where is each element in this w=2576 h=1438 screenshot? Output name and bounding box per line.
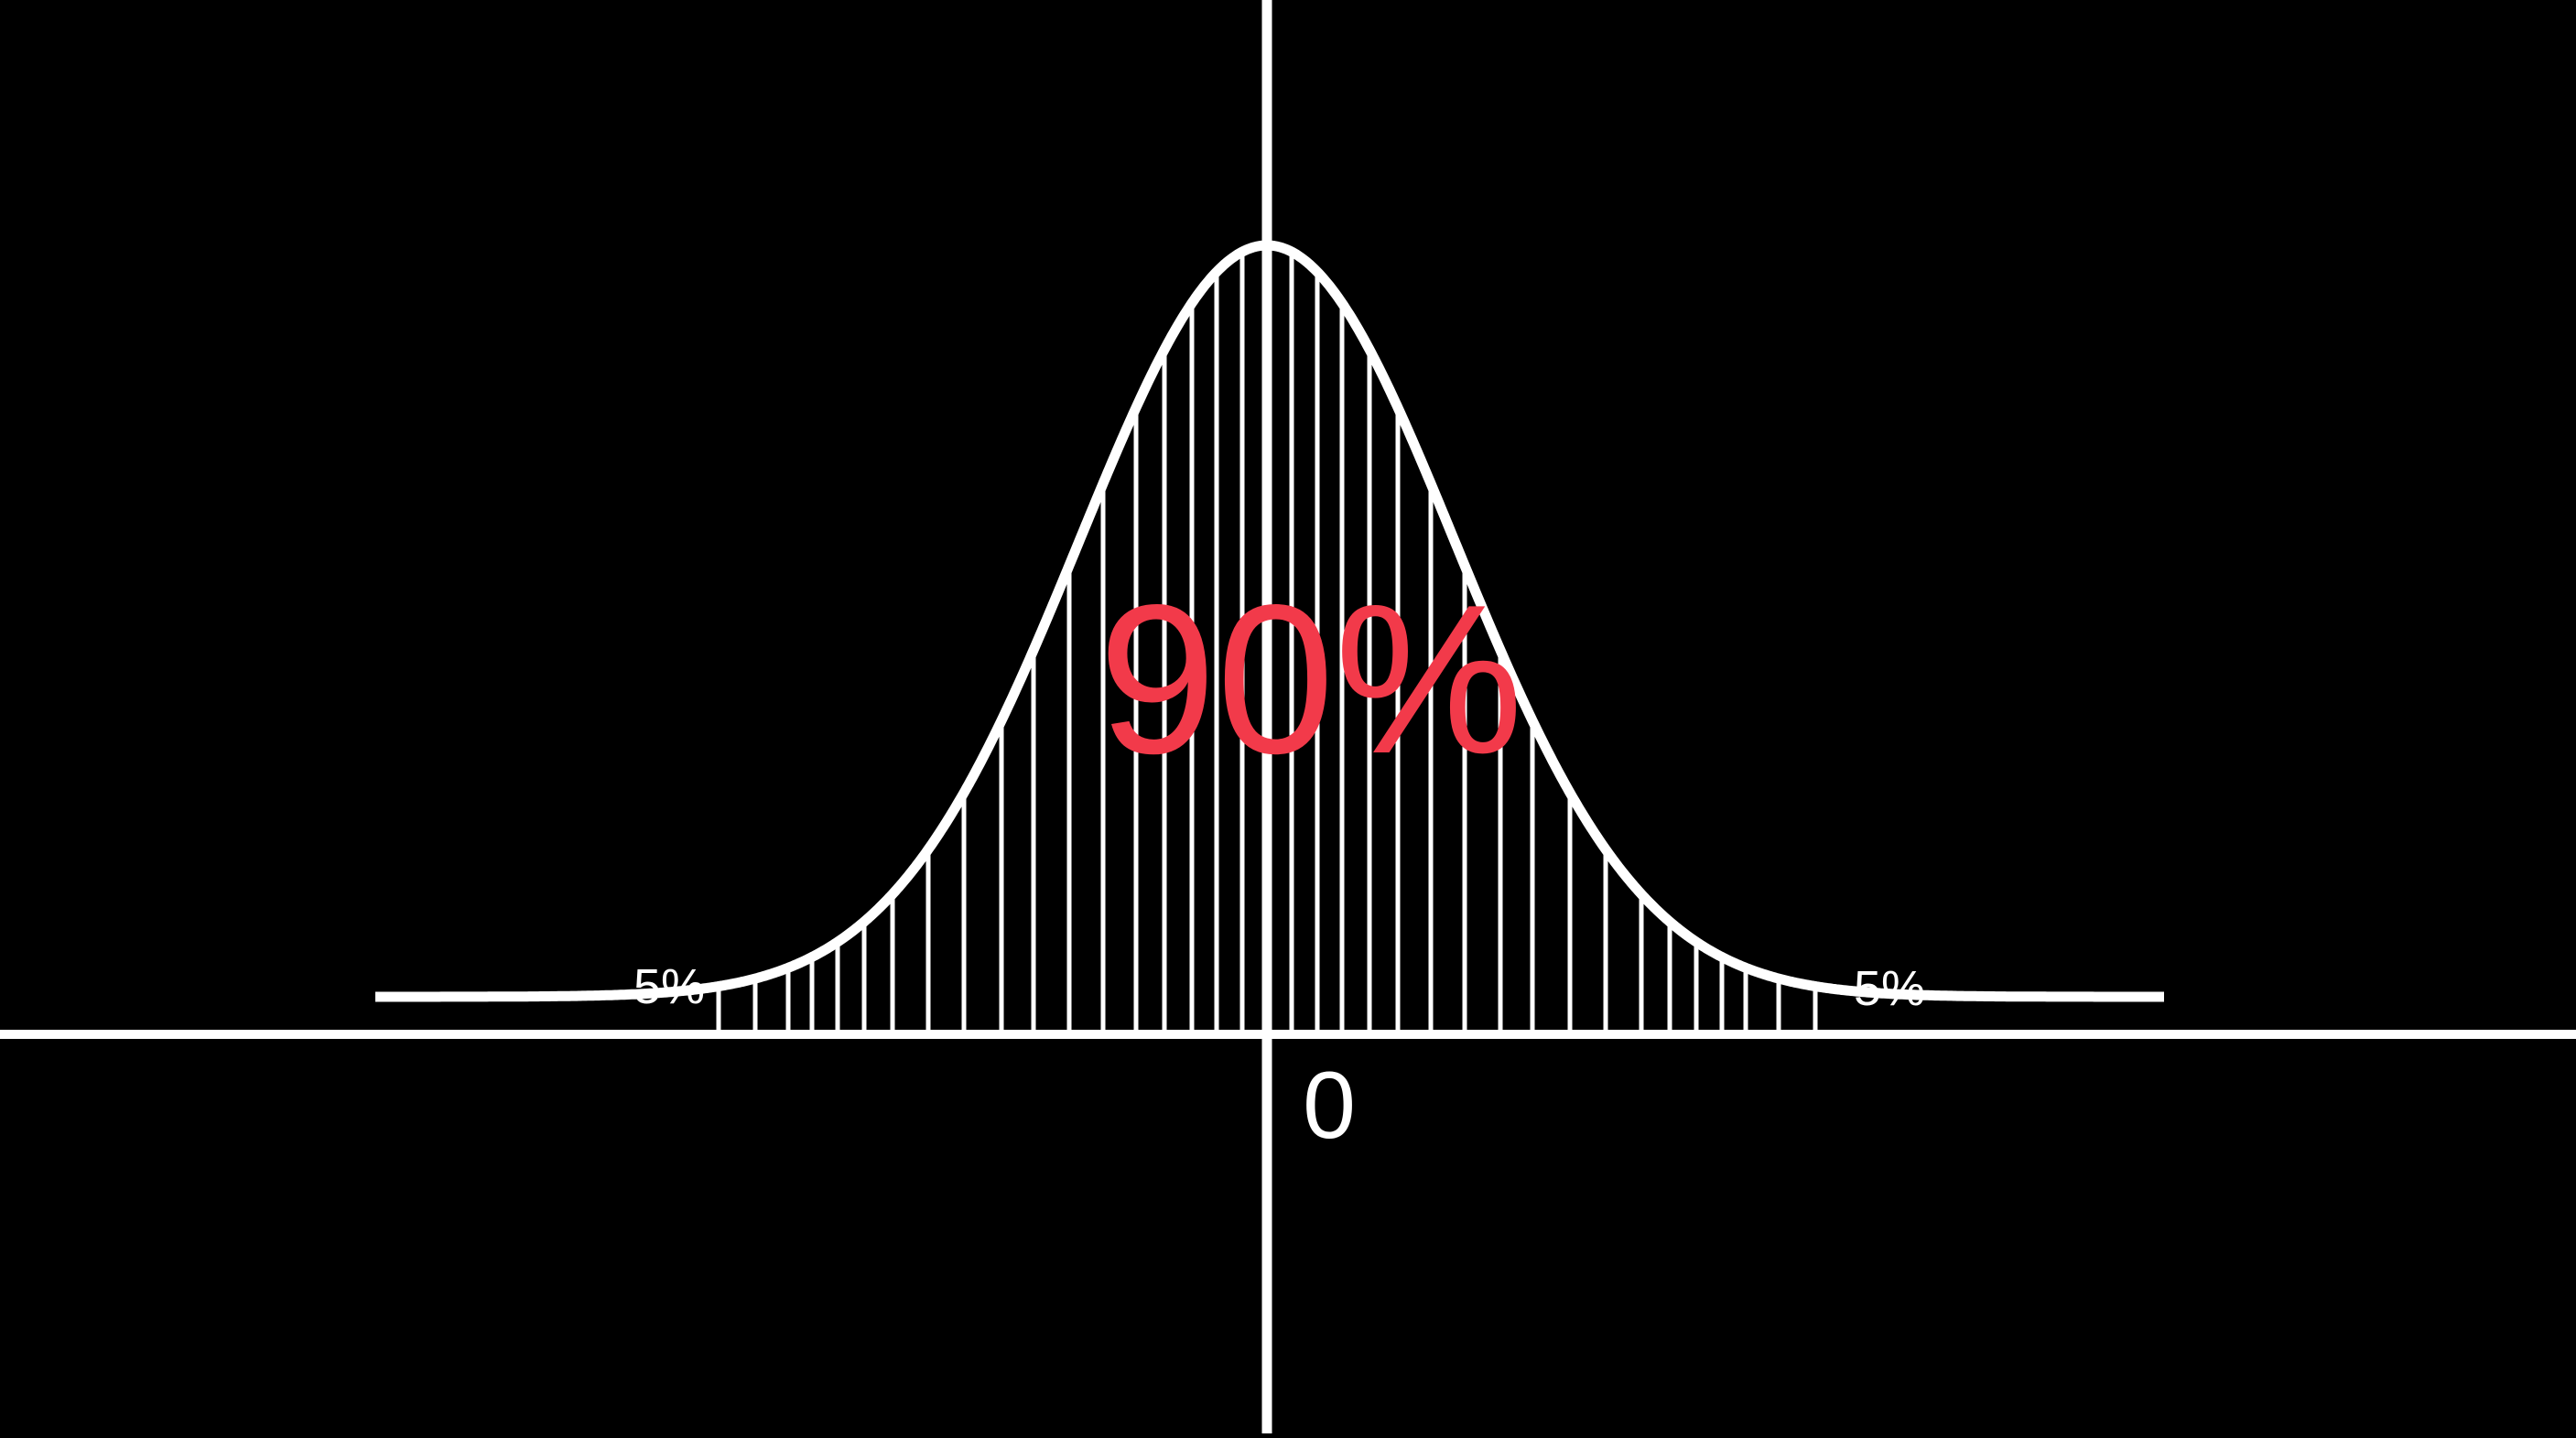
origin-label: 0	[1303, 1053, 1356, 1159]
left-tail-percent-label: 5%	[633, 959, 705, 1014]
center-percent-label: 90%	[1099, 561, 1523, 798]
right-tail-percent-label: 5%	[1854, 961, 1925, 1016]
shaded-region-hatching	[716, 249, 1818, 1031]
